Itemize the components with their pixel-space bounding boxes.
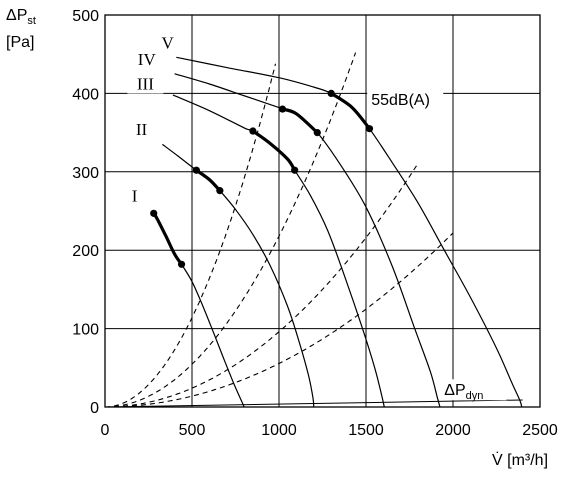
- marker-V-1: [327, 89, 335, 97]
- marker-V-2: [365, 125, 374, 133]
- system-curve-1: [105, 63, 277, 408]
- annotation-bg-1: [367, 89, 444, 111]
- annotation-bg-2: [440, 379, 507, 401]
- x-tick-label-5: 2500: [522, 422, 558, 439]
- y-tick-label-4: 400: [72, 86, 99, 103]
- y-tick-label-5: 500: [72, 8, 99, 25]
- label-bg-IV: [133, 51, 160, 70]
- system-curve-4: [105, 232, 454, 408]
- curve-label-II: II: [136, 120, 148, 139]
- bold-segment-IV: [281, 107, 319, 134]
- annotation-2: ΔPdyn: [444, 382, 483, 402]
- x-tick-label-1: 500: [179, 422, 206, 439]
- 55db-segments: [152, 92, 371, 266]
- fan-curve-II: [162, 143, 315, 408]
- system-curve-2: [105, 52, 357, 408]
- system-curve-3: [105, 165, 417, 408]
- bold-segment-I: [152, 212, 183, 266]
- x-tick-label-0: 0: [101, 422, 110, 439]
- fan-curve-IV: [174, 73, 441, 408]
- curve-label-V: V: [161, 34, 174, 53]
- grid: [105, 15, 540, 407]
- markers: [150, 89, 374, 268]
- label-bg-V: [159, 34, 176, 53]
- curve-label-I: I: [132, 187, 138, 206]
- marker-IV-1: [278, 105, 287, 113]
- label-bg-I: [126, 187, 143, 206]
- system-curves: [105, 52, 454, 408]
- bold-segment-III: [251, 129, 297, 172]
- tick-labels: 0 500 1000 1500 2000 2500 0 100 200 300 400 500: [72, 8, 558, 439]
- plot-frame: [104, 14, 541, 408]
- x-tick-label-4: 2000: [435, 422, 471, 439]
- fan-curve-V: [176, 56, 523, 408]
- fan-curve-III: [172, 94, 385, 408]
- y-tick-label-3: 300: [72, 165, 99, 182]
- plot-border: [104, 14, 541, 408]
- y-axis-unit: [Pa]: [6, 34, 34, 51]
- marker-I-1: [150, 209, 158, 217]
- bold-segment-II: [195, 168, 222, 192]
- y-tick-label-1: 100: [72, 322, 99, 339]
- marker-I-2: [177, 260, 186, 268]
- bold-segment-V: [330, 92, 371, 130]
- x-tick-label-2: 1000: [261, 422, 297, 439]
- x-tick-label-3: 1500: [348, 422, 384, 439]
- marker-III-1: [249, 127, 257, 135]
- marker-II-2: [216, 187, 224, 195]
- marker-IV-2: [313, 129, 321, 137]
- y-tick-label-2: 200: [72, 243, 99, 260]
- label-bg-III: [127, 75, 164, 94]
- y-axis-title: ΔPst: [6, 7, 36, 27]
- marker-III-2: [291, 166, 299, 174]
- y-tick-label-0: 0: [90, 400, 99, 417]
- marker-II-1: [192, 166, 200, 174]
- curve-label-III: III: [137, 74, 154, 93]
- x-axis-title: V̇ [m³/h]: [492, 451, 548, 469]
- curve-label-IV: IV: [138, 50, 157, 69]
- label-bg-II: [128, 120, 155, 139]
- fan-curves: [153, 56, 523, 408]
- annotation-1: 55dB(A): [371, 92, 430, 109]
